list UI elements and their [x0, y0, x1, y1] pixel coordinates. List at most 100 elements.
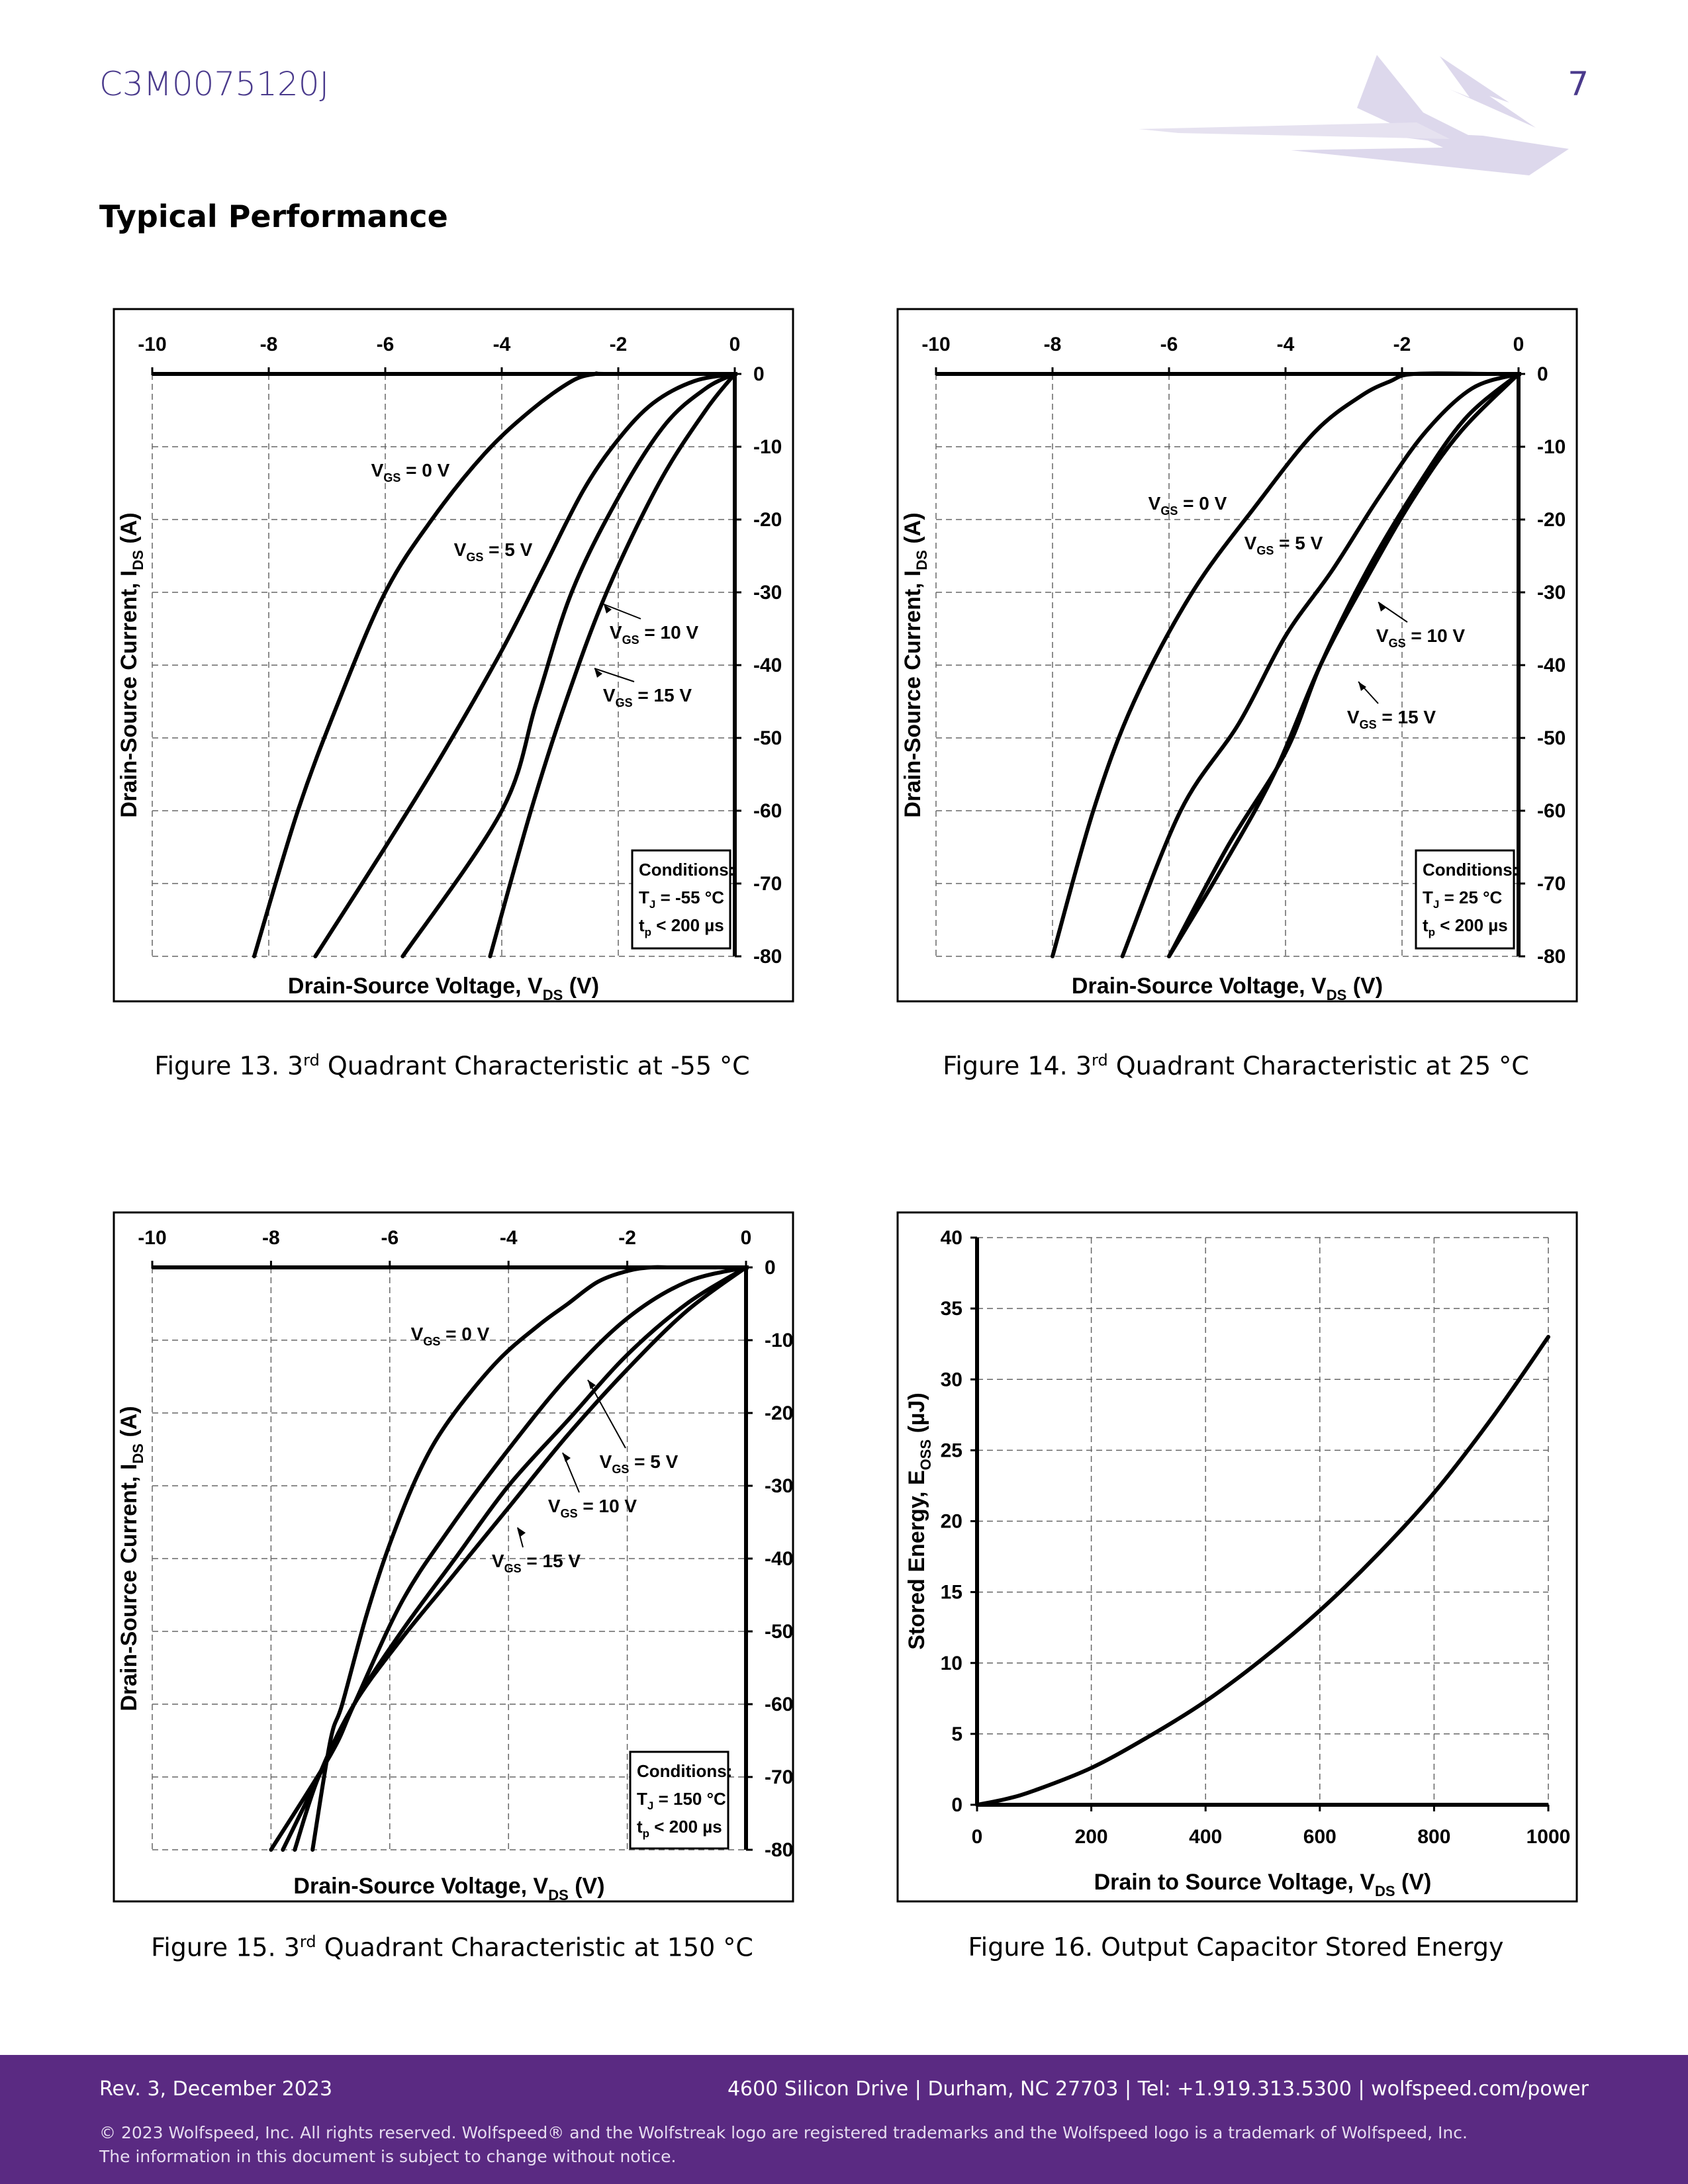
x-tick-label: -10	[921, 334, 950, 355]
y-tick-label: -60	[1537, 800, 1566, 822]
y-tick-label: -10	[1537, 436, 1566, 458]
figure-caption: Figure 16. Output Capacitor Stored Energ…	[968, 1933, 1504, 1962]
series-label: VGS = 0 V	[371, 460, 450, 484]
x-tick-label: -10	[138, 334, 166, 355]
chart-svg: -10 -8 -6 -4 -2 00-10-20-30-40-50-60-70-80Dra…	[896, 308, 1578, 1003]
chart-figure-14: -10 -8 -6 -4 -2 0 0 -10 -20 -30 -40 -50 -60 -70 -80 Dra…	[896, 308, 1578, 1003]
conditions-temperature: TJ = 25 °C	[1423, 887, 1503, 911]
y-tick-label: 35	[941, 1298, 962, 1320]
annotation-leader	[517, 1527, 524, 1548]
series-label: VGS = 5 V	[1244, 533, 1323, 557]
y-tick-label: 0	[753, 363, 765, 385]
y-tick-label: 30	[941, 1369, 962, 1390]
y-tick-label: -10	[753, 436, 782, 458]
y-tick-label: -40	[753, 655, 782, 676]
y-tick-label: -70	[753, 873, 782, 895]
series-line	[313, 372, 737, 958]
series-line	[400, 372, 737, 958]
y-tick-label: -50	[765, 1621, 793, 1643]
y-tick-label: -80	[753, 946, 782, 968]
x-tick-label: -4	[1277, 334, 1295, 355]
y-tick-label: 20	[941, 1511, 962, 1533]
annotation-arrowhead	[604, 604, 612, 614]
y-tick-label: 5	[951, 1723, 962, 1745]
series-line	[975, 1335, 1550, 1807]
annotation-arrowhead	[1378, 602, 1386, 612]
legal-text: © 2023 Wolfspeed, Inc. All rights reserv…	[99, 2121, 1468, 2169]
figure-caption: Figure 15. 3rd Quadrant Characteristic a…	[151, 1933, 753, 1962]
chart-svg: 0 200 400 600 800 1000 0 5 10 15 20 25 30 35 40 Drain t…	[896, 1211, 1578, 1903]
page-number: 7	[1568, 65, 1589, 103]
series-line	[1120, 372, 1521, 958]
y-tick-label: -70	[765, 1766, 793, 1788]
x-tick-label: 0	[741, 1227, 752, 1249]
series-line	[488, 372, 737, 958]
x-axis-label: Drain-Source Voltage, VDS (V)	[288, 974, 599, 1003]
x-tick-label: -8	[1044, 334, 1062, 355]
x-tick-label: -6	[1160, 334, 1178, 355]
conditions-box	[1415, 849, 1515, 950]
conditions-pulse: tp < 200 µs	[1423, 915, 1508, 938]
series-line	[1167, 372, 1521, 958]
x-tick-label: -8	[260, 334, 278, 355]
y-tick-label: -80	[765, 1839, 793, 1861]
figure-caption: Figure 13. 3rd Quadrant Characteristic a…	[154, 1051, 750, 1081]
conditions-box	[629, 1751, 729, 1850]
legal-line: © 2023 Wolfspeed, Inc. All rights reserv…	[99, 2123, 1468, 2142]
y-tick-label: -50	[1537, 727, 1566, 749]
x-tick-label: -4	[493, 334, 511, 355]
series-label: VGS = 15 V	[492, 1551, 581, 1575]
x-axis-label: Drain-Source Voltage, VDS (V)	[1072, 974, 1383, 1003]
annotation-arrowhead	[588, 1380, 596, 1389]
series-label: VGS = 5 V	[454, 539, 533, 564]
y-tick-label: -70	[1537, 873, 1566, 895]
y-axis-label: Drain-Source Current, IDS (A)	[900, 512, 930, 817]
y-tick-label: 15	[941, 1582, 962, 1604]
y-tick-label: -60	[765, 1694, 793, 1715]
x-tick-label: -2	[618, 1227, 636, 1249]
y-tick-label: -40	[1537, 655, 1566, 676]
series-label: VGS = 5 V	[600, 1451, 679, 1476]
y-tick-label: -30	[753, 582, 782, 604]
y-tick-label: -10	[765, 1330, 793, 1351]
annotation-arrowhead	[563, 1453, 571, 1462]
series-label: VGS = 15 V	[603, 685, 692, 709]
series-label: VGS = 10 V	[610, 622, 699, 647]
annotation-leader	[603, 604, 641, 619]
figure-caption: Figure 14. 3rd Quadrant Characteristic a…	[943, 1051, 1529, 1081]
series-line	[293, 1265, 748, 1852]
conditions-pulse: tp < 200 µs	[637, 1817, 722, 1840]
x-tick-label: 1000	[1526, 1826, 1571, 1848]
x-tick-label: 0	[1513, 334, 1524, 355]
y-tick-label: -60	[753, 800, 782, 822]
y-tick-label: -20	[765, 1402, 793, 1424]
x-tick-label: 200	[1075, 1826, 1108, 1848]
part-number: C3M0075120J	[99, 65, 330, 103]
series-line	[269, 1265, 748, 1852]
x-tick-label: -8	[262, 1227, 280, 1249]
y-tick-label: 25	[941, 1439, 962, 1461]
contact-address: 4600 Silicon Drive | Durham, NC 27703 | …	[727, 2077, 1589, 2101]
x-axis-label: Drain-Source Voltage, VDS (V)	[293, 1874, 604, 1903]
y-axis-label: Drain-Source Current, IDS (A)	[117, 512, 146, 817]
x-tick-label: -6	[381, 1227, 399, 1249]
chart-svg: -10 -8 -6 -4 -2 00-10-20-30-40-50-60-70-80Dra…	[113, 308, 794, 1003]
series-line	[1051, 371, 1521, 958]
chart-figure-15: -10 -8 -6 -4 -2 0 0 -10 -20 -30 -40 -50 -60 -70 -80 Dra…	[113, 1211, 794, 1903]
y-tick-label: -20	[1537, 509, 1566, 531]
conditions-title: Conditions:	[1423, 860, 1518, 880]
y-tick-label: -80	[1537, 946, 1566, 968]
x-tick-label: -2	[1393, 334, 1411, 355]
y-tick-label: 0	[951, 1794, 962, 1816]
conditions-temperature: TJ = -55 °C	[639, 887, 724, 911]
annotation-arrowhead	[1358, 682, 1366, 691]
y-tick-label: -30	[1537, 582, 1566, 604]
series-label: VGS = 15 V	[1347, 707, 1436, 731]
x-tick-label: 800	[1417, 1826, 1450, 1848]
y-axis-label: Stored Energy, EOSS (µJ)	[904, 1392, 934, 1650]
conditions-title: Conditions:	[639, 860, 734, 880]
series-label: VGS = 10 V	[548, 1496, 637, 1520]
y-tick-label: 10	[941, 1653, 962, 1674]
conditions-title: Conditions:	[637, 1761, 732, 1781]
x-tick-label: -2	[610, 334, 628, 355]
